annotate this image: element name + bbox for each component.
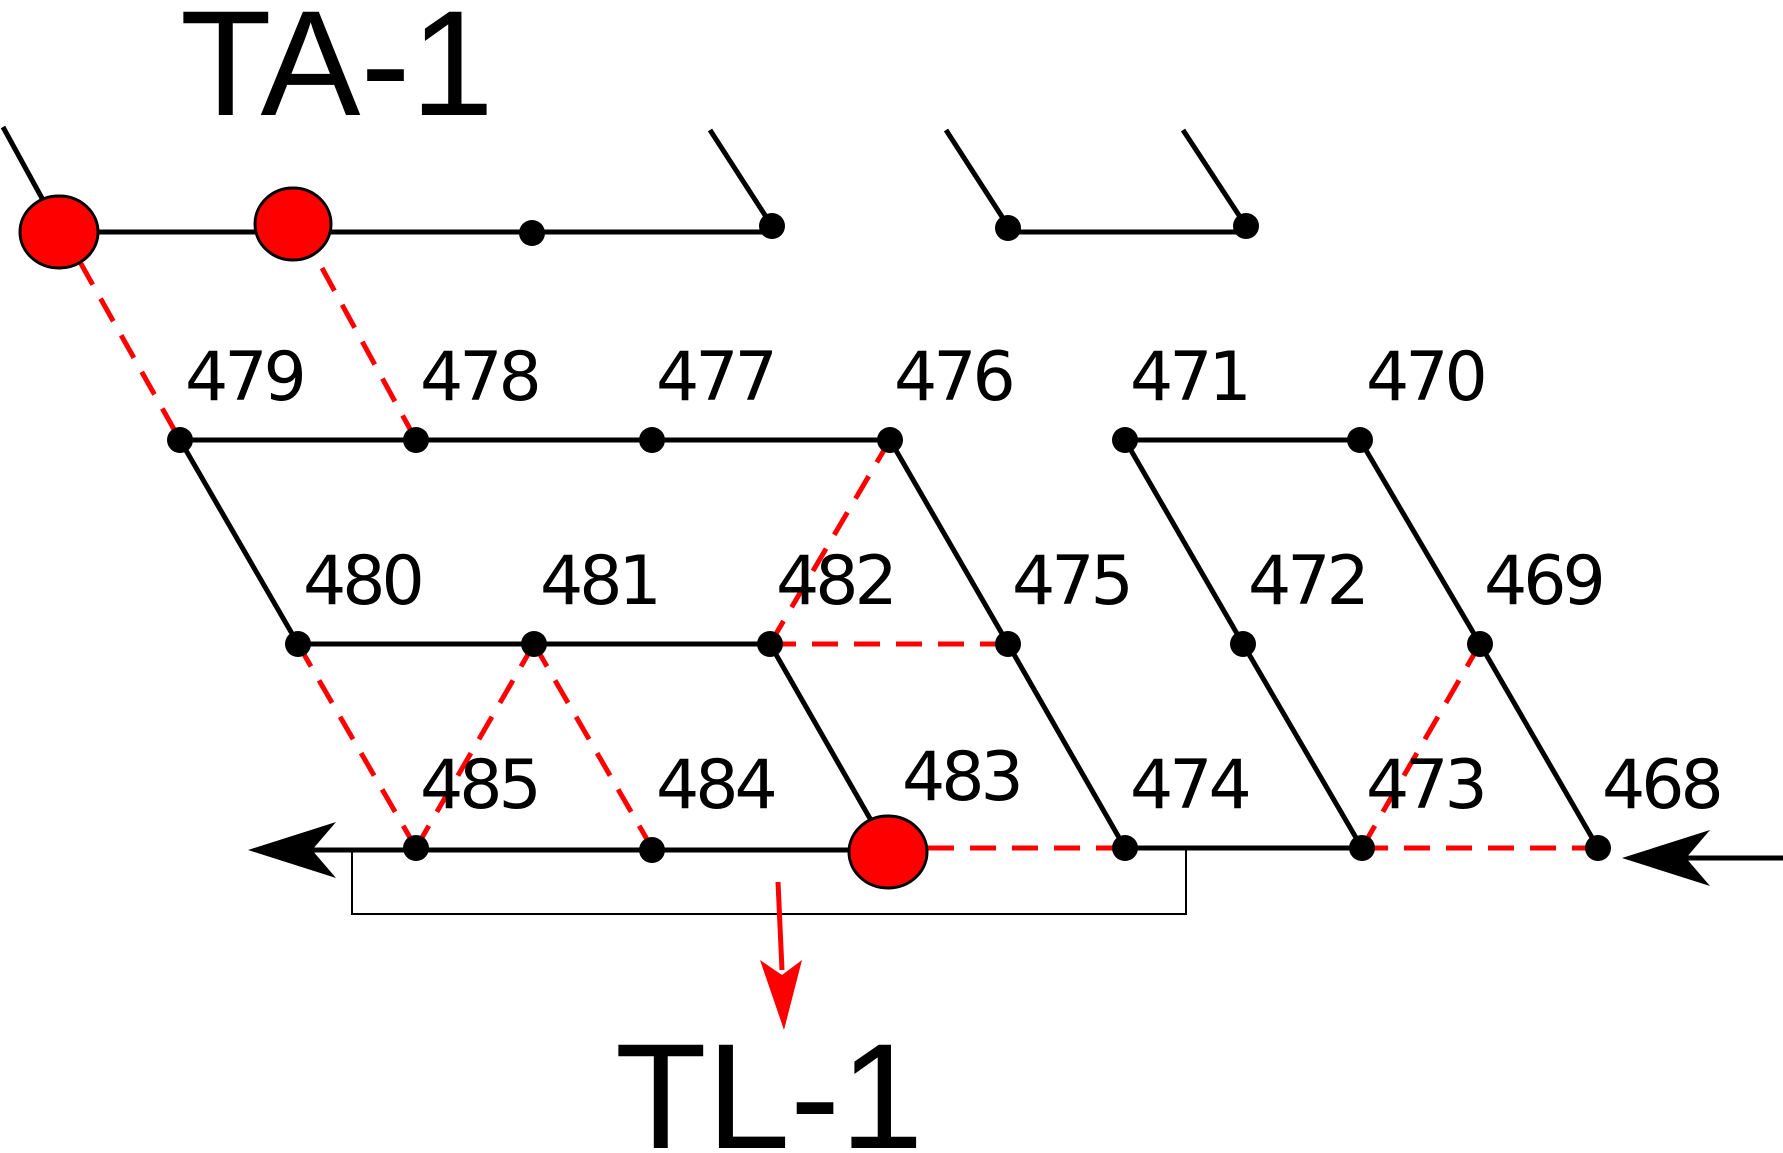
label-468: 468 bbox=[1602, 746, 1720, 825]
node-top-6 bbox=[1233, 213, 1259, 239]
node-479 bbox=[167, 427, 193, 453]
edge-475-474 bbox=[1005, 642, 1128, 850]
node-472 bbox=[1230, 631, 1256, 657]
ta1-node-2 bbox=[253, 186, 333, 262]
output-arrow-head bbox=[248, 822, 336, 878]
node-481 bbox=[521, 631, 547, 657]
node-top-3 bbox=[519, 220, 545, 246]
node-475 bbox=[995, 631, 1021, 657]
down-arrow-head bbox=[760, 960, 802, 1030]
dash-480-485 bbox=[295, 642, 419, 850]
label-470: 470 bbox=[1366, 338, 1484, 417]
label-471: 471 bbox=[1130, 338, 1248, 417]
title-tl-1: TL-1 bbox=[615, 1012, 923, 1153]
label-476: 476 bbox=[894, 338, 1012, 417]
edge-470-469 bbox=[1357, 438, 1483, 646]
edge-476-475 bbox=[887, 438, 1011, 646]
top-line-group bbox=[0, 125, 1249, 235]
dashed-connections bbox=[77, 260, 1598, 851]
label-480: 480 bbox=[303, 542, 421, 621]
label-472: 472 bbox=[1248, 542, 1366, 621]
label-469: 469 bbox=[1484, 542, 1602, 621]
nodes bbox=[18, 186, 1611, 890]
label-484: 484 bbox=[656, 746, 775, 825]
label-475: 475 bbox=[1012, 542, 1130, 621]
node-477 bbox=[639, 427, 665, 453]
label-483: 483 bbox=[902, 738, 1020, 817]
edge-479-480 bbox=[177, 438, 301, 646]
node-top-4 bbox=[759, 213, 785, 239]
node-468 bbox=[1585, 835, 1611, 861]
node-483 bbox=[847, 814, 929, 890]
label-485: 485 bbox=[420, 746, 538, 825]
edge-471-472 bbox=[1122, 438, 1246, 646]
node-473 bbox=[1349, 835, 1375, 861]
node-labels: 479 478 477 476 471 470 480 481 482 475 … bbox=[185, 338, 1724, 825]
node-469 bbox=[1467, 631, 1493, 657]
node-484 bbox=[639, 837, 665, 863]
node-474 bbox=[1112, 835, 1138, 861]
label-482: 482 bbox=[776, 542, 894, 621]
label-481: 481 bbox=[540, 542, 658, 621]
label-474: 474 bbox=[1130, 746, 1249, 825]
flow-arrows bbox=[248, 822, 1783, 1030]
label-477: 477 bbox=[656, 338, 774, 417]
node-471 bbox=[1112, 427, 1138, 453]
down-arrow-line bbox=[775, 881, 785, 971]
label-479: 479 bbox=[185, 338, 303, 417]
top-stub-4 bbox=[1180, 128, 1249, 228]
node-top-5 bbox=[995, 215, 1021, 241]
dash-481-484 bbox=[531, 642, 655, 850]
output-bracket bbox=[351, 850, 1187, 915]
input-arrow-head bbox=[1622, 830, 1710, 886]
node-482 bbox=[757, 631, 783, 657]
label-473: 473 bbox=[1366, 746, 1484, 825]
ta1-node-1 bbox=[18, 194, 100, 270]
edge-472-473 bbox=[1240, 642, 1365, 850]
label-478: 478 bbox=[420, 338, 538, 417]
dash-ta1a-479 bbox=[77, 260, 183, 442]
top-stub-2 bbox=[707, 128, 775, 228]
node-476 bbox=[877, 427, 903, 453]
node-480 bbox=[285, 631, 311, 657]
top-stub-3 bbox=[943, 128, 1011, 228]
title-ta-1: TA-1 bbox=[180, 0, 494, 147]
edge-482-483 bbox=[767, 642, 883, 838]
edge-469-468 bbox=[1477, 642, 1601, 850]
node-470 bbox=[1347, 427, 1373, 453]
node-485 bbox=[403, 835, 429, 861]
node-478 bbox=[403, 427, 429, 453]
dash-ta1b-478 bbox=[319, 266, 419, 442]
